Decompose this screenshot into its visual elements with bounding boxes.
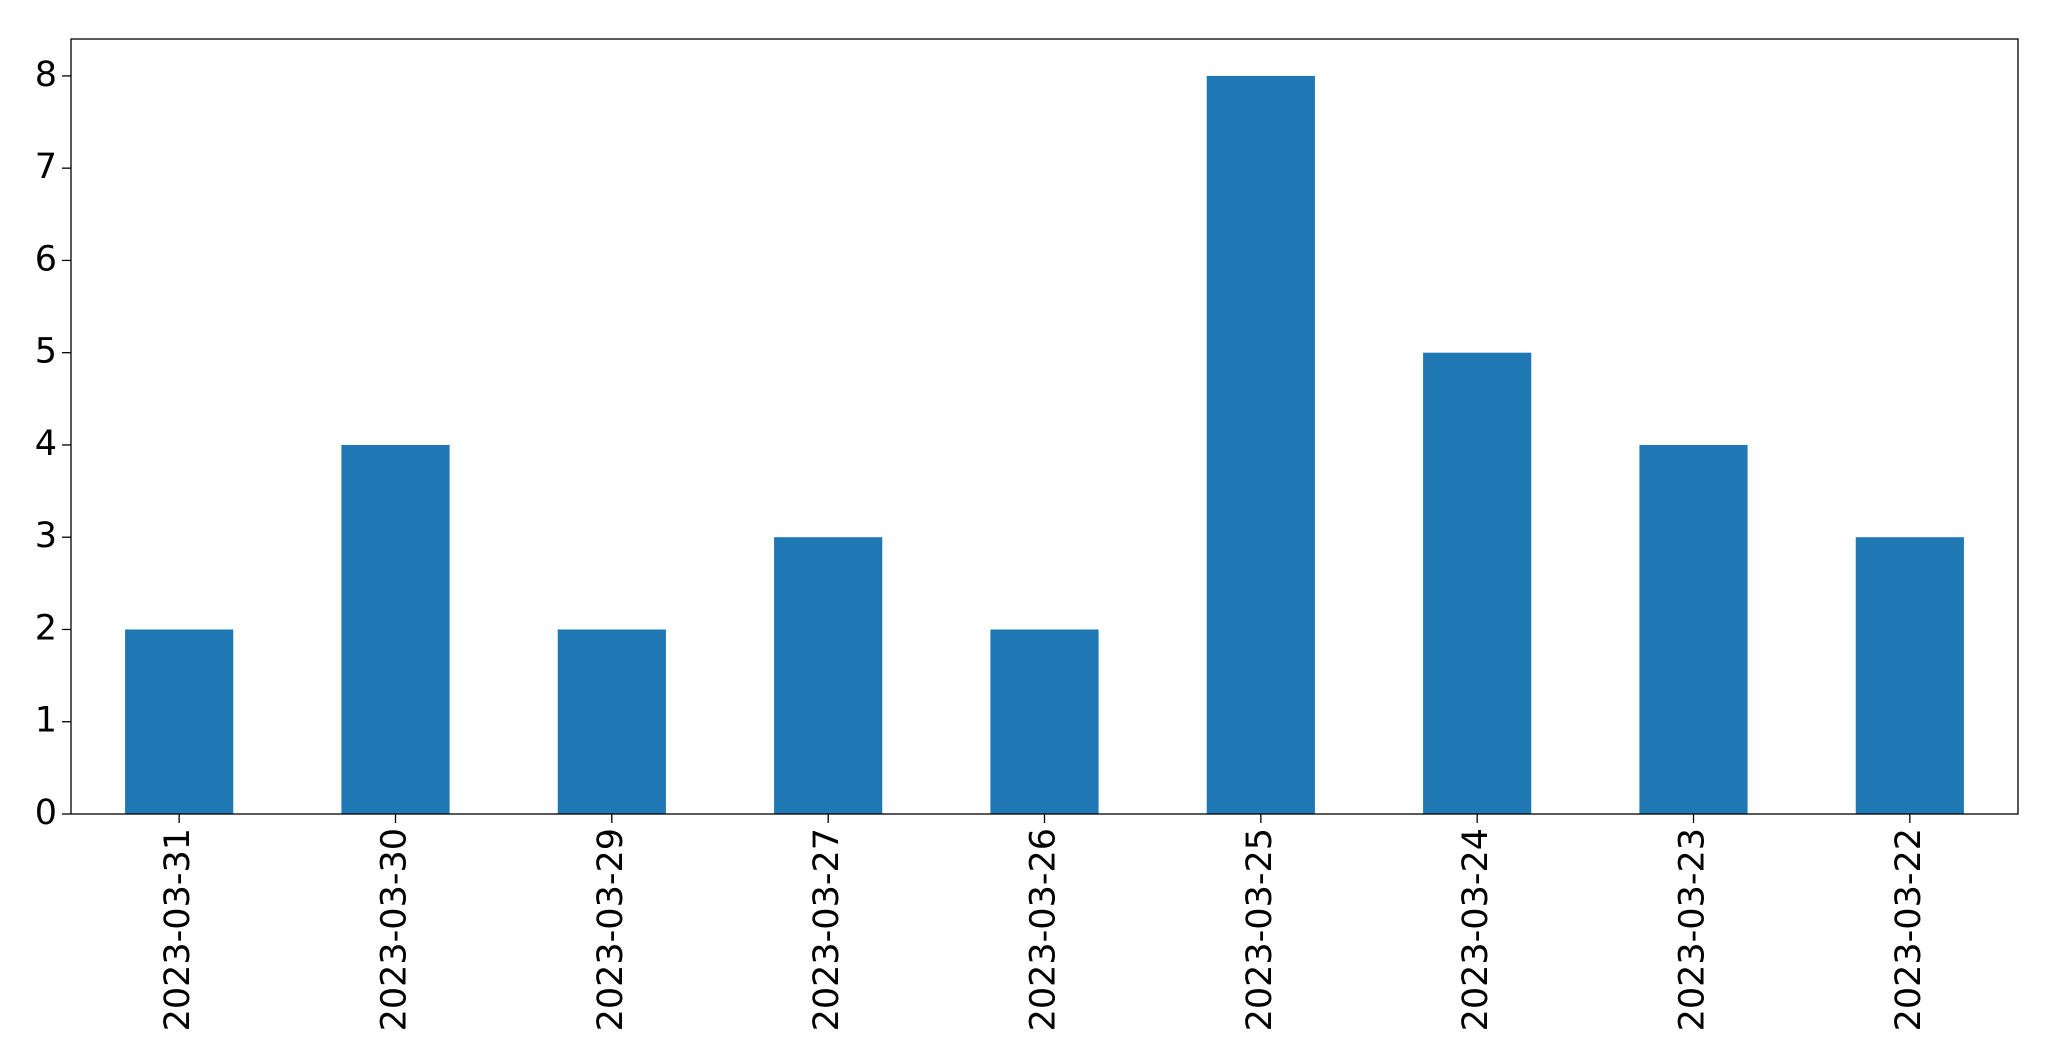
y-tick-label: 6 <box>35 239 57 279</box>
y-tick-label: 5 <box>35 332 57 372</box>
bar <box>774 537 883 814</box>
x-tick-label: 2023-03-29 <box>591 828 631 1031</box>
bar <box>341 444 450 814</box>
x-tick-label: 2023-03-25 <box>1240 828 1280 1031</box>
y-tick-label: 4 <box>35 424 57 464</box>
bar <box>1855 537 1964 814</box>
bar <box>125 629 234 814</box>
x-tick-label: 2023-03-24 <box>1456 828 1496 1031</box>
x-tick-label: 2023-03-23 <box>1673 828 1713 1031</box>
bar <box>1206 75 1315 814</box>
plot-frame <box>70 38 2019 815</box>
y-tick-label: 0 <box>35 793 57 833</box>
x-tick-label: 2023-03-30 <box>375 828 415 1031</box>
x-tick-label: 2023-03-27 <box>807 828 847 1031</box>
y-tick-label: 2 <box>35 608 57 648</box>
bar <box>557 629 666 814</box>
x-tick-label: 2023-03-26 <box>1024 828 1064 1031</box>
x-tick-label: 2023-03-22 <box>1889 828 1929 1031</box>
y-tick-label: 8 <box>35 55 57 95</box>
y-tick-label: 3 <box>35 516 57 556</box>
bar <box>990 629 1099 814</box>
y-tick-label: 1 <box>35 701 57 741</box>
y-tick-label: 7 <box>35 147 57 187</box>
x-tick-label: 2023-03-31 <box>158 828 198 1031</box>
bar <box>1639 444 1748 814</box>
bar <box>1423 352 1532 814</box>
